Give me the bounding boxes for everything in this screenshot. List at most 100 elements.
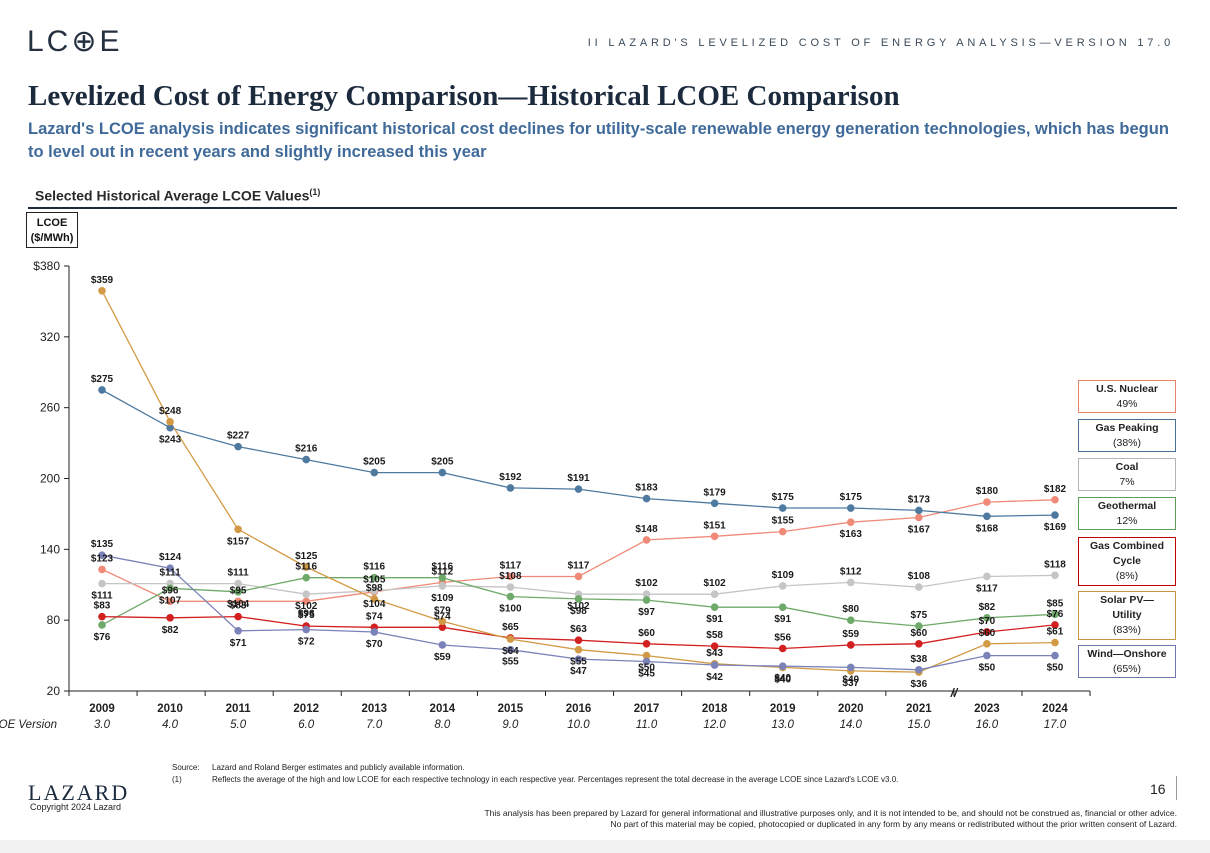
data-point-u-s-nuclear: [574, 572, 583, 581]
data-point-wind-onshore: [234, 626, 242, 635]
data-point-coal: [778, 582, 787, 590]
data-label-gas-combined-cycle: $60: [910, 628, 927, 639]
lazard-logo: LAZARD: [28, 780, 130, 805]
x-tick-label: 2015: [498, 703, 524, 715]
data-label-u-s-nuclear: $117: [500, 560, 522, 571]
data-label-geothermal: $76: [94, 632, 111, 643]
data-label-geothermal: $116: [295, 562, 317, 573]
data-label-gas-peaking: $173: [908, 494, 931, 505]
data-point-wind-onshore: [574, 655, 583, 663]
lcoe-line-chart: $380 320 260 200 140 80 20 2009 3.0 2010 4.0 2011 5.…: [0, 259, 1091, 731]
data-label-gas-combined-cycle: $83: [230, 601, 247, 612]
data-label-solar-pv-utility: $248: [159, 406, 182, 417]
data-label-solar-pv-utility: $61: [1047, 627, 1064, 638]
data-point-coal: [915, 583, 923, 591]
version-row-label: LCOE Version: [0, 719, 57, 731]
data-point-wind-onshore: [710, 661, 719, 669]
data-label-gas-combined-cycle: $75: [298, 610, 315, 621]
data-point-geothermal: [915, 622, 923, 630]
data-label-gas-combined-cycle: $74: [434, 611, 451, 622]
data-point-gas-peaking: [302, 455, 311, 464]
data-point-geothermal: [710, 603, 719, 611]
note-text: Reflects the average of the high and low…: [212, 775, 899, 784]
version-label: 13.0: [772, 719, 795, 731]
data-label-geothermal: $75: [910, 610, 927, 621]
data-label-coal: $102: [704, 578, 727, 589]
data-label-gas-peaking: $175: [772, 492, 795, 503]
data-point-geothermal: [506, 592, 515, 601]
data-label-u-s-nuclear: $95: [230, 585, 247, 596]
y-tick-label: $380: [33, 259, 60, 273]
data-label-u-s-nuclear: $182: [1044, 484, 1067, 495]
data-label-u-s-nuclear: $180: [976, 486, 999, 497]
data-label-u-s-nuclear: $96: [162, 585, 179, 596]
x-tick-label: 2014: [430, 703, 456, 715]
data-label-coal: $112: [840, 566, 862, 577]
footnote-ref: (1): [309, 187, 321, 197]
data-label-gas-combined-cycle: $70: [979, 616, 996, 627]
page-subtitle: Lazard's LCOE analysis indicates signifi…: [28, 120, 1169, 161]
data-label-gas-combined-cycle: $82: [162, 625, 179, 636]
data-label-wind-onshore: $40: [842, 674, 859, 685]
data-point-geothermal: [166, 584, 174, 593]
data-label-solar-pv-utility: $60: [979, 628, 996, 639]
version-label: 7.0: [366, 719, 383, 731]
data-label-coal: $111: [159, 568, 181, 579]
data-point-u-s-nuclear: [506, 572, 515, 581]
data-label-u-s-nuclear: $123: [91, 553, 114, 564]
legend-item-gas-combined-cycle: Gas Combined Cycle (8%): [1078, 537, 1176, 586]
data-point-solar-pv-utility: [642, 651, 651, 660]
y-tick-label: 200: [40, 472, 60, 486]
bottom-band: [0, 840, 1210, 853]
axis-break-marker: //: [950, 686, 959, 700]
data-point-u-s-nuclear: [302, 597, 311, 606]
data-label-wind-onshore: $124: [159, 552, 182, 563]
data-point-geothermal: [983, 614, 991, 622]
legend-percentage: (8%): [1115, 570, 1139, 582]
legend-percentage: 7%: [1119, 475, 1135, 488]
data-point-solar-pv-utility: [98, 286, 106, 295]
data-point-solar-pv-utility: [302, 563, 311, 571]
x-tick-label: 2010: [157, 703, 183, 715]
data-label-wind-onshore: $38: [910, 654, 927, 665]
data-point-wind-onshore: [302, 625, 311, 634]
data-label-gas-peaking: $168: [976, 523, 999, 534]
data-label-wind-onshore: $70: [366, 639, 383, 650]
data-point-gas-combined-cycle: [234, 612, 242, 621]
data-label-u-s-nuclear: $167: [908, 524, 931, 535]
data-point-gas-peaking: [574, 485, 583, 493]
version-label: 4.0: [162, 719, 179, 731]
data-label-u-s-nuclear: $155: [772, 516, 795, 527]
data-point-gas-combined-cycle: [983, 628, 991, 636]
data-label-gas-combined-cycle: $58: [706, 630, 723, 641]
data-label-solar-pv-utility: $64: [502, 646, 519, 657]
data-point-geothermal: [778, 603, 787, 611]
legend-percentage: 49%: [1116, 397, 1138, 410]
data-label-gas-combined-cycle: $63: [570, 624, 587, 635]
data-label-geothermal: $97: [638, 607, 655, 618]
data-label-u-s-nuclear: $96: [298, 608, 315, 619]
data-point-gas-peaking: [98, 386, 106, 394]
legend-label-cont: Utility: [1112, 609, 1142, 621]
version-label: 12.0: [703, 719, 726, 731]
data-label-coal: $118: [1044, 559, 1066, 570]
data-label-geothermal: $100: [499, 604, 522, 615]
data-point-geothermal: [98, 621, 106, 629]
data-label-solar-pv-utility: $359: [91, 275, 114, 286]
data-point-gas-combined-cycle: [778, 644, 787, 653]
data-point-coal: [98, 579, 106, 588]
legend-item-gas-peaking: Gas Peaking (38%): [1078, 419, 1176, 452]
data-point-geothermal: [370, 573, 379, 582]
data-label-coal: $111: [228, 568, 250, 579]
data-label-gas-peaking: $216: [295, 444, 318, 455]
data-point-u-s-nuclear: [1051, 495, 1059, 504]
data-label-gas-peaking: $243: [159, 435, 182, 446]
data-label-geothermal: $91: [774, 614, 791, 625]
y-tick-label: 80: [47, 613, 61, 627]
legend-label: Gas Peaking: [1095, 421, 1159, 434]
data-point-wind-onshore: [98, 551, 106, 560]
data-point-geothermal: [302, 573, 311, 582]
legend-label-cont: Cycle: [1112, 555, 1142, 567]
data-label-geothermal: $98: [570, 606, 587, 617]
data-point-wind-onshore: [778, 662, 787, 671]
